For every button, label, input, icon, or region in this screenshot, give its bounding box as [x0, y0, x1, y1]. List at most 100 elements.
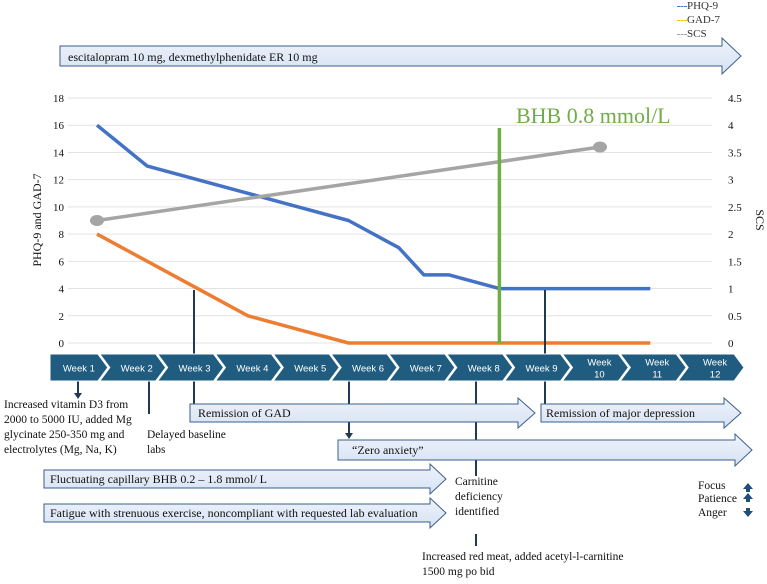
week-chevron [156, 353, 225, 382]
week-label: Week [703, 358, 727, 369]
right-tick-label: 3 [728, 175, 734, 187]
series-line-gad7 [96, 232, 651, 345]
right-axis-ticks: 0 0.5 1 1.5 2 2.5 3 3.5 4 4.5 [728, 93, 742, 350]
series-line-scs [96, 145, 601, 223]
week-label: Week 8 [468, 364, 500, 375]
series-line-phq9 [95, 123, 651, 291]
anger-down-arrow-icon [743, 508, 753, 517]
week-chevron [272, 353, 340, 382]
left-tick-label: 16 [53, 120, 65, 132]
week-label: Week 9 [526, 364, 558, 375]
left-tick-label: 14 [53, 147, 65, 159]
right-tick-label: 0 [728, 338, 734, 350]
focus-up-arrow-icon [743, 483, 753, 492]
arrowhead-week1 [74, 393, 82, 399]
left-tick-label: 8 [59, 229, 65, 241]
left-tick-label: 18 [53, 93, 65, 105]
week-chevron [677, 353, 745, 382]
left-tick-label: 10 [53, 202, 65, 214]
week-chevron [561, 353, 629, 382]
top-banner-text: escitalopram 10 mg, dexmethylphenidate E… [68, 50, 318, 64]
left-tick-label: 2 [59, 311, 65, 323]
right-axis-title: SCS [753, 209, 767, 230]
legend-label-phq9: PHQ-9 [687, 0, 719, 12]
legend-item-gad7: GAD-7 [677, 14, 720, 26]
week-label: Week 6 [352, 364, 384, 375]
outcome-arrows [743, 483, 753, 517]
legend-swatch-phq9 [677, 5, 687, 7]
right-tick-label: 4 [728, 120, 734, 132]
timeline-bar-gad: Remission of GAD [189, 396, 536, 430]
timeline-bar-gad-label: Remission of GAD [198, 406, 291, 420]
right-tick-label: 0.5 [728, 311, 742, 323]
timeline-bar-zero-anxiety-arrow [337, 432, 753, 468]
week-label: 10 [594, 370, 605, 381]
right-tick-label: 4.5 [728, 93, 742, 105]
week-chevron [49, 353, 109, 382]
right-tick-label: 2 [728, 229, 734, 241]
week-chevron [619, 353, 687, 382]
week-chevron [98, 353, 167, 382]
legend-swatch-scs [677, 33, 687, 35]
timeline-bar-depression: Remission of major depression [540, 396, 742, 430]
left-tick-label: 12 [53, 175, 64, 187]
timeline-bar-depression-arrow [540, 396, 742, 430]
timeline-bar-zero-anxiety-label: “Zero anxiety” [352, 443, 424, 457]
legend-swatch-gad7 [677, 19, 687, 21]
timeline-bar-fatigue-label: Fatigue with strenuous exercise, noncomp… [50, 506, 418, 520]
week-chevron [330, 353, 398, 382]
note-red-meat: Increased red meat, added acetyl-l-carni… [422, 551, 624, 578]
right-tick-label: 1 [728, 284, 734, 296]
arrowhead-week6 [345, 433, 353, 439]
gridlines [68, 97, 712, 344]
week-label: Week [645, 358, 669, 369]
week-label: Week 7 [410, 364, 442, 375]
week-label: 11 [652, 370, 662, 381]
week-label: Week [587, 358, 611, 369]
left-tick-label: 4 [59, 284, 65, 296]
left-tick-label: 6 [59, 256, 65, 268]
week-label: Week 4 [236, 364, 268, 375]
outcome-patience: Patience [698, 493, 737, 505]
week-timeline: Week 1 Week 2 Week 3 Week 4 Week 5 Week 6 Week… [49, 353, 745, 382]
legend-label-scs: SCS [687, 28, 707, 40]
note-week2: Delayed baseline labs [147, 429, 226, 456]
point-scs [90, 215, 104, 226]
timeline-bar-zero-anxiety: “Zero anxiety” [337, 432, 753, 468]
bhb-label: BHB 0.8 mmol/L [516, 103, 671, 128]
timeline-bar-depression-label: Remission of major depression [546, 406, 695, 420]
left-tick-label: 0 [59, 338, 65, 350]
week-chevron [445, 353, 514, 382]
outcome-anger: Anger [698, 507, 727, 519]
connector-lines [77, 290, 546, 546]
week-label: Week 2 [121, 364, 153, 375]
timeline-bar-fatigue-arrow [43, 496, 447, 530]
week-label: Week 5 [294, 364, 326, 375]
legend-label-gad7: GAD-7 [687, 14, 720, 26]
timeline-bar-bhb-arrow [43, 462, 447, 496]
right-tick-label: 2.5 [728, 202, 742, 214]
timeline-bar-gad-arrow [189, 396, 536, 430]
week-chevron [214, 353, 282, 382]
left-axis-ticks: 0 2 4 6 8 10 12 14 16 18 [53, 93, 65, 350]
legend-item-phq9: PHQ-9 [677, 0, 718, 12]
week-label: Week 1 [63, 364, 95, 375]
left-axis-title: PHQ-9 and GAD-7 [30, 173, 44, 266]
timeline-bar-fatigue: Fatigue with strenuous exercise, noncomp… [43, 496, 447, 530]
timeline-bar-bhb: Fluctuating capillary BHB 0.2 – 1.8 mmol… [43, 462, 447, 496]
week-label: Week 3 [179, 364, 211, 375]
note-week1: Increased vitamin D3 from 2000 to 5000 I… [4, 399, 132, 456]
patience-up-arrow-icon [743, 493, 753, 502]
week-chevron [503, 353, 572, 382]
legend-item-scs: SCS [677, 28, 707, 40]
right-tick-label: 3.5 [728, 147, 742, 159]
right-tick-label: 1.5 [728, 256, 742, 268]
timeline-bar-bhb-label: Fluctuating capillary BHB 0.2 – 1.8 mmol… [50, 472, 267, 486]
top-banner-arrow [59, 36, 742, 76]
week-label: 12 [710, 370, 721, 381]
note-carnitine: Carnitine deficiency identified [455, 476, 503, 518]
outcome-focus: Focus [698, 480, 726, 492]
series-layer [90, 123, 651, 345]
week-chevron [388, 353, 456, 382]
